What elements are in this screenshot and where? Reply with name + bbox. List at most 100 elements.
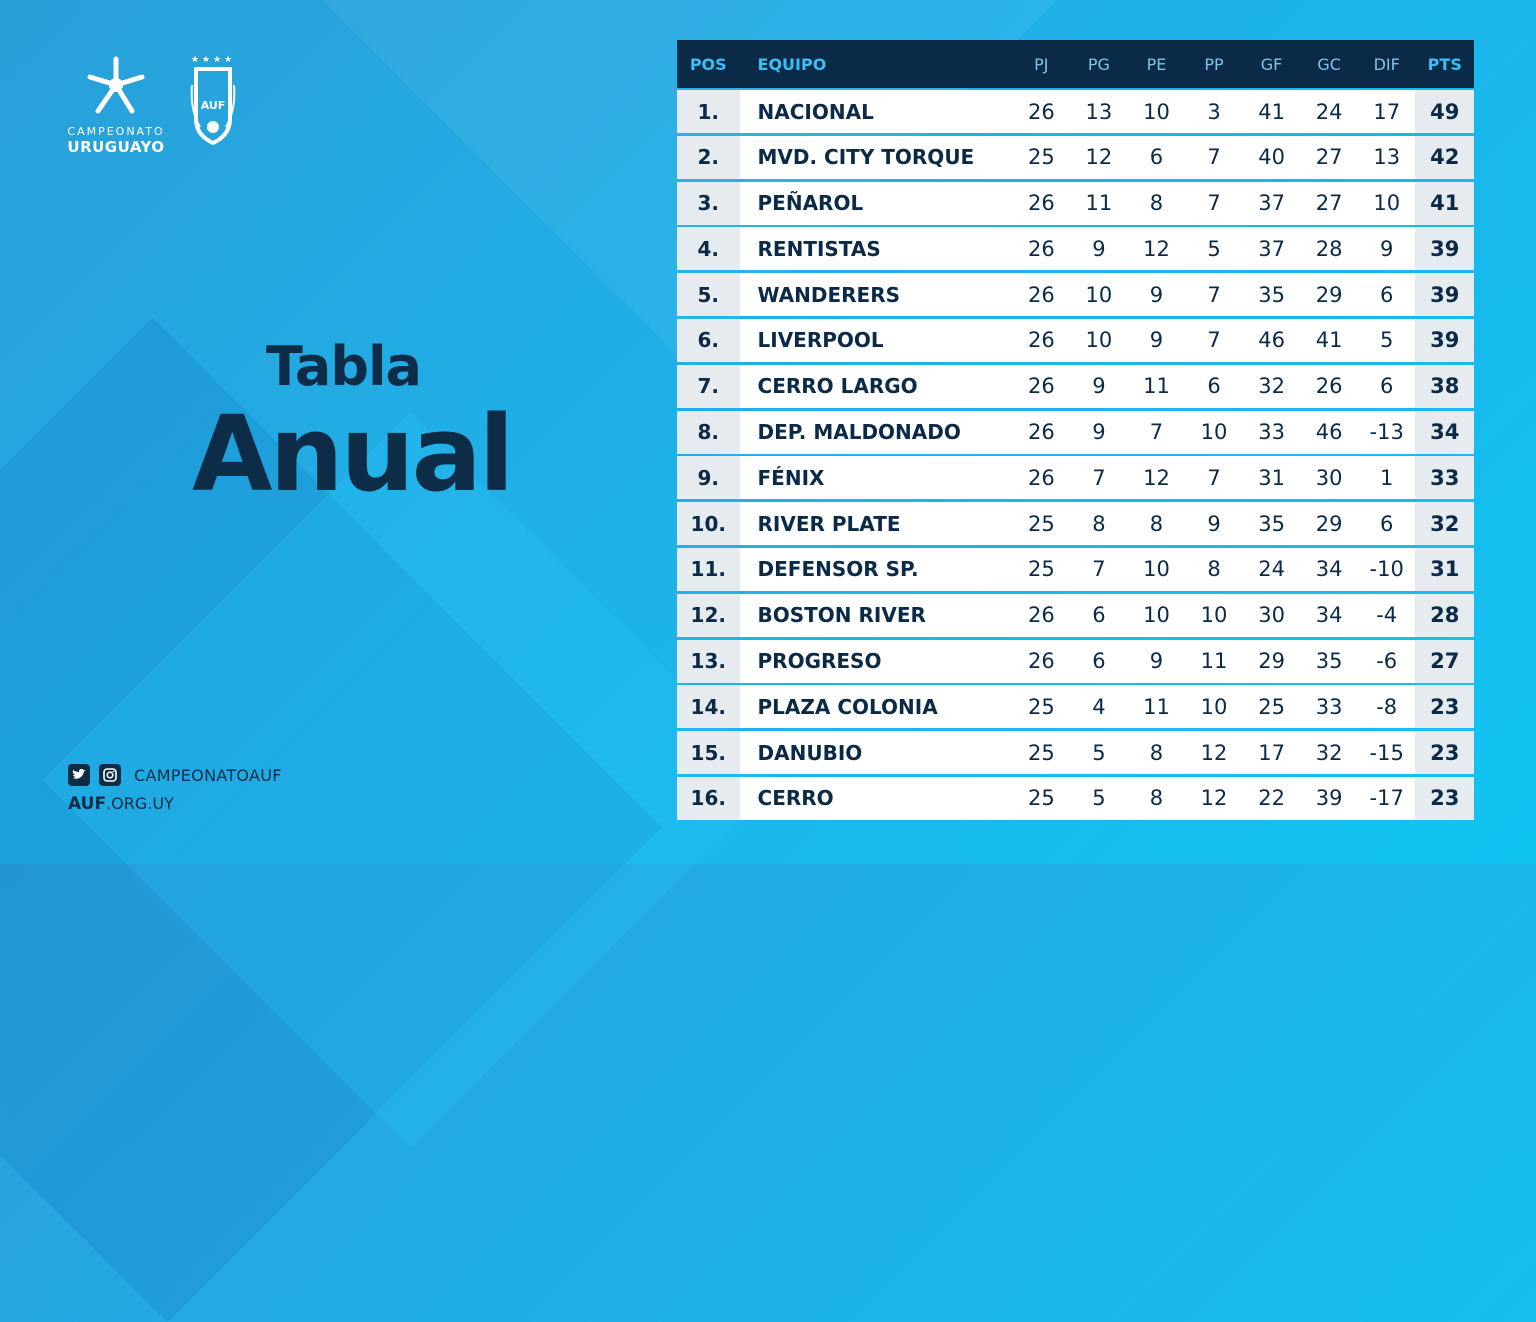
cell-pj: 25	[1027, 511, 1055, 536]
cell-pp: 7	[1207, 191, 1221, 216]
cell-pts: 27	[1415, 639, 1475, 683]
cell-gf: 22	[1258, 786, 1285, 811]
star-logo-icon	[87, 56, 145, 114]
table-row: 7. CERRO LARGO 26 9 11 6 32 26 6 38	[677, 364, 1475, 408]
cell-pts: 32	[1415, 502, 1475, 546]
cell-dif: 10	[1373, 191, 1401, 216]
cell-pe: 10	[1143, 603, 1170, 628]
cell-gc: 34	[1315, 603, 1343, 628]
cell-pos: 6.	[677, 318, 740, 362]
cell-dif: 6	[1380, 282, 1394, 307]
header-pj: PJ	[1034, 54, 1049, 74]
cell-pp: 12	[1200, 740, 1228, 765]
cell-pos: 12.	[677, 593, 740, 637]
cell-pe: 12	[1143, 236, 1170, 261]
cell-pg: 8	[1092, 511, 1106, 536]
header-pe: PE	[1146, 54, 1167, 74]
twitter-icon[interactable]	[68, 764, 90, 786]
cell-pe: 9	[1149, 282, 1164, 307]
cell-pj: 26	[1027, 282, 1055, 307]
crest-stars: ★★★★	[190, 55, 236, 65]
header-team: EQUIPO	[757, 54, 827, 74]
cell-gc: 34	[1315, 557, 1343, 582]
cell-pg: 12	[1085, 145, 1113, 170]
cell-pos: 5.	[677, 273, 740, 317]
table-body: 1. NACIONAL 26 13 10 3 41 24 17 49 2. MVD. CITY TOR…	[677, 90, 1475, 820]
cell-gf: 33	[1258, 420, 1285, 445]
cell-pp: 7	[1207, 328, 1221, 353]
cell-pe: 11	[1143, 694, 1170, 719]
cell-pj: 26	[1027, 374, 1055, 399]
table-row: 13. PROGRESO 26 6 9 11 29 35 -6 27	[677, 639, 1475, 683]
cell-gf: 41	[1258, 99, 1285, 124]
cell-gc: 29	[1315, 282, 1343, 307]
cell-pts: 39	[1415, 273, 1475, 317]
cell-pp: 3	[1207, 99, 1221, 124]
cell-pts: 23	[1415, 776, 1475, 820]
cell-pts: 49	[1415, 90, 1475, 133]
cell-pts: 38	[1415, 364, 1475, 408]
cell-pts: 39	[1415, 227, 1475, 271]
cell-pp: 11	[1200, 649, 1228, 674]
cell-pj: 26	[1027, 420, 1055, 445]
cell-pe: 8	[1149, 786, 1164, 811]
cell-dif: 6	[1380, 511, 1394, 536]
cell-pts: 33	[1415, 456, 1475, 500]
cell-pp: 9	[1207, 511, 1221, 536]
cell-pj: 26	[1027, 236, 1055, 261]
cell-dif: 1	[1380, 465, 1394, 490]
cell-gc: 46	[1315, 420, 1343, 445]
cell-pts: 42	[1415, 135, 1475, 179]
cell-pos: 8.	[677, 410, 740, 454]
cell-pg: 4	[1092, 694, 1106, 719]
cell-pg: 9	[1092, 374, 1106, 399]
table-row: 6. LIVERPOOL 26 10 9 7 46 41 5 39	[677, 318, 1475, 362]
title-line-1: Tabla	[266, 335, 422, 398]
cell-pe: 9	[1149, 328, 1164, 353]
cell-pe: 10	[1143, 557, 1170, 582]
cell-pp: 12	[1200, 786, 1228, 811]
cell-pg: 9	[1092, 420, 1106, 445]
website-rest: .ORG.UY	[106, 794, 174, 813]
table-row: 14. PLAZA COLONIA 25 4 11 10 25 33 -8 23	[677, 685, 1475, 729]
header-pp: PP	[1204, 54, 1224, 74]
social-handle[interactable]: CAMPEONATOAUF	[134, 765, 282, 785]
cell-gf: 25	[1258, 694, 1285, 719]
header-pos: POS	[689, 54, 727, 74]
cell-pg: 5	[1092, 740, 1106, 765]
cell-pg: 7	[1092, 557, 1106, 582]
cell-dif: -4	[1376, 603, 1398, 628]
table-row: 10. RIVER PLATE 25 8 8 9 35 29 6 32	[677, 502, 1475, 546]
cell-gf: 30	[1258, 603, 1285, 628]
cell-pts: 34	[1415, 410, 1475, 454]
cell-pj: 26	[1027, 328, 1055, 353]
cell-gf: 35	[1258, 282, 1285, 307]
cell-dif: -13	[1369, 420, 1404, 445]
cell-pe: 12	[1143, 465, 1170, 490]
cell-pp: 7	[1207, 282, 1221, 307]
instagram-icon[interactable]	[99, 764, 121, 786]
website-bold: AUF	[68, 794, 107, 814]
table-row: 1. NACIONAL 26 13 10 3 41 24 17 49	[677, 90, 1475, 133]
cell-dif: -10	[1369, 557, 1404, 582]
cell-team: NACIONAL	[757, 99, 874, 124]
header-dif: DIF	[1373, 54, 1400, 74]
cell-pe: 8	[1149, 740, 1164, 765]
cell-team: PEÑAROL	[757, 191, 864, 216]
cell-pj: 25	[1027, 694, 1055, 719]
shield-icon: AUF	[190, 67, 236, 145]
cell-pp: 7	[1207, 465, 1221, 490]
cell-pp: 5	[1207, 236, 1221, 261]
cell-gc: 26	[1315, 374, 1343, 399]
cell-pts: 23	[1415, 685, 1475, 729]
cell-dif: -15	[1369, 740, 1404, 765]
cell-gf: 24	[1258, 557, 1285, 582]
cell-pj: 26	[1027, 191, 1055, 216]
title-line-2: Anual	[192, 393, 514, 515]
cell-pg: 7	[1092, 465, 1106, 490]
cell-team: DANUBIO	[757, 740, 863, 765]
cell-pg: 5	[1092, 786, 1106, 811]
website-link[interactable]: AUF.ORG.UY	[68, 794, 282, 814]
cell-pj: 26	[1027, 99, 1055, 124]
table-row: 16. CERRO 25 5 8 12 22 39 -17 23	[677, 776, 1475, 820]
